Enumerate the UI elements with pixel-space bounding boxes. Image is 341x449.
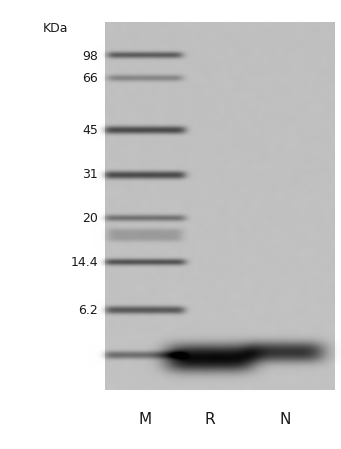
Text: 45: 45: [82, 123, 98, 136]
Text: R: R: [205, 413, 215, 427]
Text: 14.4: 14.4: [70, 255, 98, 269]
Text: M: M: [138, 413, 151, 427]
Text: KDa: KDa: [43, 22, 68, 35]
Text: 6.2: 6.2: [78, 304, 98, 317]
Text: 98: 98: [82, 50, 98, 63]
Text: 31: 31: [82, 168, 98, 181]
Text: 20: 20: [82, 211, 98, 224]
Text: N: N: [279, 413, 291, 427]
Text: 66: 66: [82, 71, 98, 84]
